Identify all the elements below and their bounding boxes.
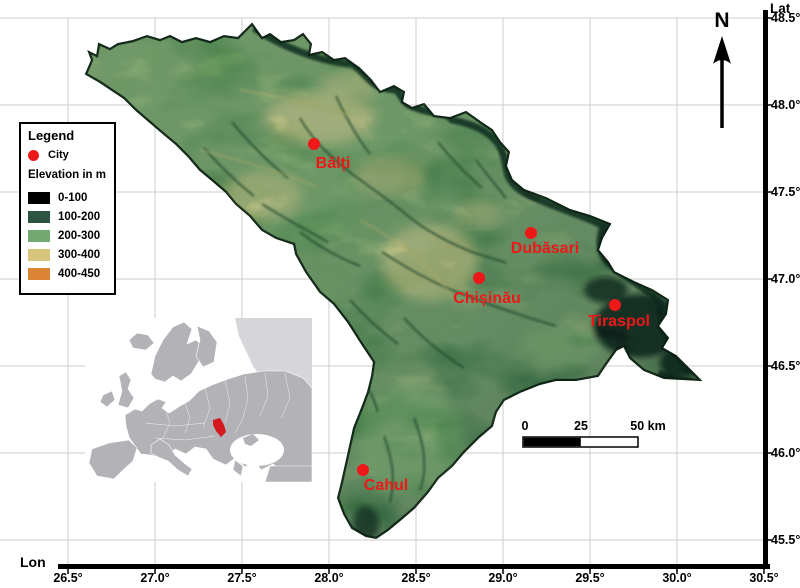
scalebar-label: 25 — [574, 419, 588, 433]
legend-elevation-title: Elevation in m — [28, 169, 106, 181]
iberia-shape — [88, 439, 138, 480]
legend-class-label: 100-200 — [58, 211, 101, 223]
legend-title: Legend — [28, 128, 75, 143]
legend-swatch — [28, 211, 50, 223]
city-dot — [308, 138, 320, 150]
x-tick-label: 30.5° — [749, 571, 779, 585]
moldova-highlight — [213, 418, 226, 437]
city-label: Bălți — [315, 155, 351, 172]
legend-box: Legend City Elevation in m 0-100 100-200 2… — [19, 122, 116, 295]
x-tick-label: 26.5° — [53, 571, 83, 585]
y-tick-label: 45.5° — [771, 533, 800, 547]
scalebar-label: 0 — [521, 419, 529, 433]
city-dot — [525, 227, 537, 239]
scalebar-label: 50 km — [630, 419, 666, 433]
lon-axis-title: Lon — [20, 554, 46, 570]
city-dot — [357, 464, 369, 476]
y-tick-label: 47.5° — [771, 185, 800, 199]
north-arrow-label: N — [714, 9, 730, 32]
legend-class-row: 0-100 — [28, 192, 114, 204]
legend-elevation-classes: 0-100 100-200 200-300 300-400 400-450 — [28, 192, 114, 280]
x-tick-label: 30.0° — [662, 571, 692, 585]
x-tick-label: 27.5° — [227, 571, 257, 585]
scale-bar — [522, 436, 639, 448]
city-label: Dubăsari — [510, 240, 580, 257]
city-label: Cahul — [363, 477, 409, 494]
x-tick-label: 28.0° — [314, 571, 344, 585]
iceland-shape — [128, 332, 155, 351]
city-label: Tiraspol — [588, 313, 650, 330]
y-tick-label: 47.0° — [771, 272, 800, 286]
city-label: Chișinău — [453, 290, 521, 307]
x-tick-label: 29.0° — [488, 571, 518, 585]
legend-swatch — [28, 249, 50, 261]
legend-city-label: City — [48, 149, 69, 161]
lat-axis-title: Lat — [770, 1, 791, 16]
x-tick-label: 28.5° — [401, 571, 431, 585]
legend-class-row: 200-300 — [28, 230, 114, 242]
legend-class-label: 400-450 — [58, 268, 101, 280]
city-dot — [473, 272, 485, 284]
x-tick-label: 27.0° — [140, 571, 170, 585]
y-tick-label: 46.0° — [771, 446, 800, 460]
legend-swatch — [28, 230, 50, 242]
legend-class-label: 200-300 — [58, 230, 101, 242]
y-tick-label: 48.5° — [771, 11, 800, 25]
legend-swatch — [28, 192, 50, 204]
x-tick-label: 29.5° — [575, 571, 605, 585]
north-arrow — [713, 36, 731, 128]
britain-shape — [117, 371, 135, 409]
axis-tick-marks — [67, 17, 772, 574]
black-sea-shape — [230, 434, 284, 466]
legend-class-row: 100-200 — [28, 211, 114, 223]
legend-class-row: 300-400 — [28, 249, 114, 261]
y-tick-label: 46.5° — [771, 359, 800, 373]
legend-swatch — [28, 268, 50, 280]
city-dot-icon — [28, 149, 39, 161]
europe-inset-map — [85, 318, 313, 483]
legend-class-label: 300-400 — [58, 249, 101, 261]
italy-shape — [150, 438, 193, 477]
legend-class-label: 0-100 — [58, 192, 88, 204]
axes — [58, 10, 770, 569]
city-dot — [609, 299, 621, 311]
y-tick-label: 48.0° — [771, 98, 800, 112]
legend-city-item: City — [28, 149, 114, 161]
legend-class-row: 400-450 — [28, 268, 114, 280]
